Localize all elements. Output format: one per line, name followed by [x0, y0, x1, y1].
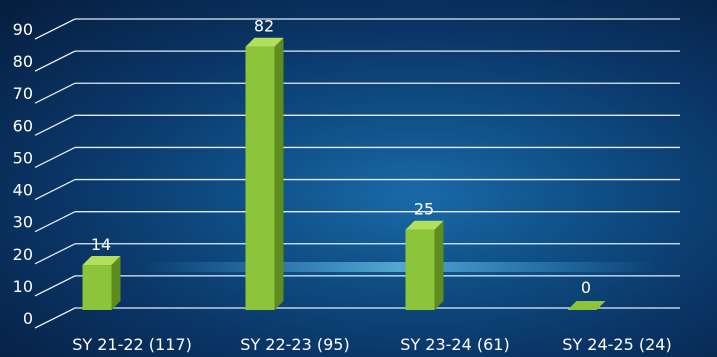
- gridline: [34, 243, 680, 265]
- bar: [82, 256, 121, 310]
- gridlines: [34, 18, 680, 329]
- y-tick-label: 10: [13, 277, 33, 296]
- y-tick-label: 60: [13, 116, 33, 135]
- data-label: 25: [414, 200, 434, 219]
- y-tick-label: 80: [13, 52, 33, 71]
- gridline: [34, 114, 680, 136]
- bar: [245, 37, 284, 310]
- gridline: [34, 178, 680, 201]
- bar: [567, 301, 606, 310]
- x-category-label: SY 21-22 (117): [72, 335, 192, 354]
- background-glow: [140, 262, 660, 272]
- bar: [405, 220, 444, 310]
- gridline: [34, 307, 680, 329]
- data-label: 0: [581, 278, 591, 297]
- bars: [82, 37, 606, 310]
- data-labels: 14 82 25 0: [91, 17, 591, 297]
- gridline: [34, 275, 680, 297]
- y-tick-label: 20: [13, 245, 33, 264]
- y-tick-label: 30: [13, 213, 33, 232]
- y-tick-label: 90: [13, 20, 33, 39]
- gridline: [34, 18, 680, 40]
- category-labels: SY 21-22 (117) SY 22-23 (95) SY 23-24 (61)…: [72, 335, 672, 354]
- x-category-label: SY 22-23 (95): [240, 335, 349, 354]
- y-tick-label: 70: [13, 84, 33, 103]
- x-category-label: SY 23-24 (61): [400, 335, 509, 354]
- data-label: 14: [91, 235, 111, 254]
- gridline: [34, 50, 680, 72]
- data-label: 82: [254, 17, 274, 36]
- y-tick-label: 40: [13, 181, 33, 200]
- y-tick-label: 50: [13, 148, 33, 167]
- gridline: [34, 82, 680, 104]
- gridline: [34, 146, 680, 169]
- y-tick-label: 0: [23, 309, 33, 328]
- gridline: [34, 211, 680, 233]
- y-axis-tick-labels: 0 10 20 30 40 50 60 70 80 90: [13, 20, 33, 328]
- x-category-label: SY 24-25 (24): [562, 335, 671, 354]
